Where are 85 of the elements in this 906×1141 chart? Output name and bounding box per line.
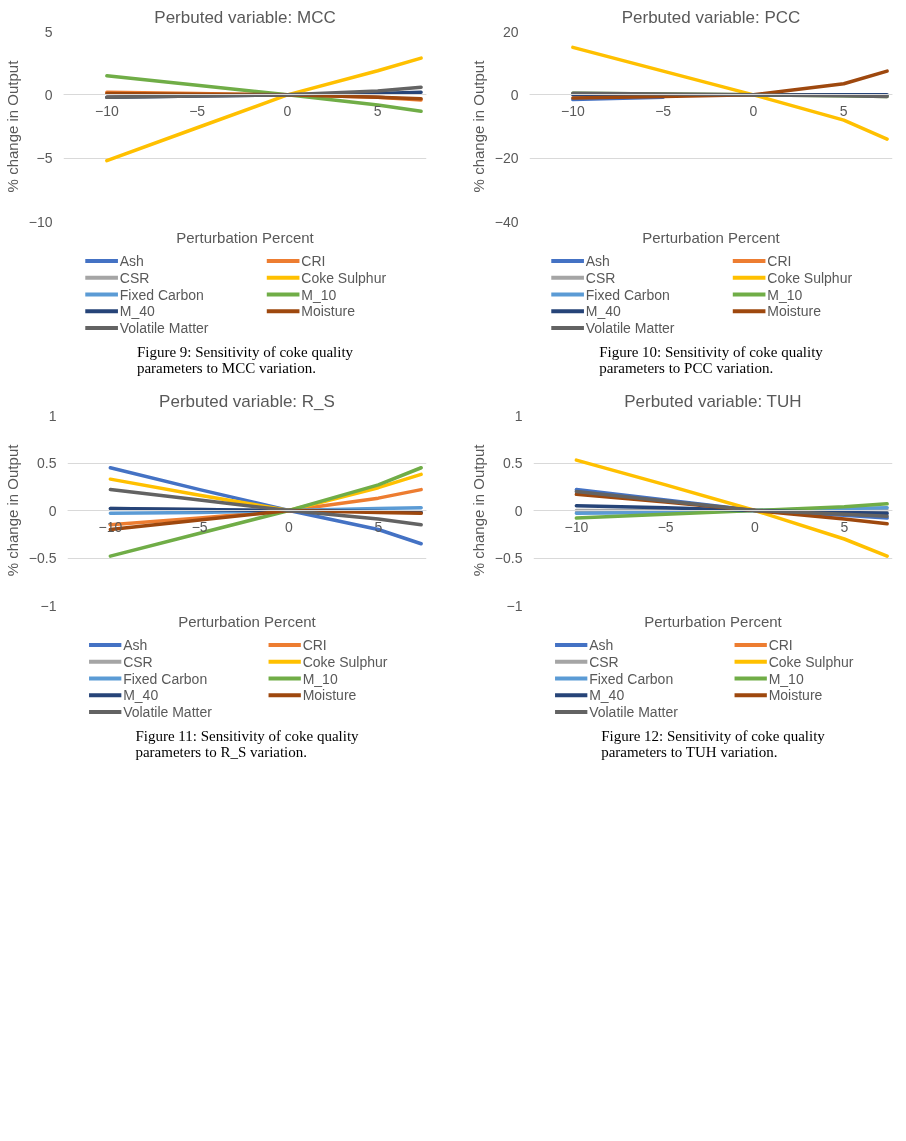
y-tick-label: 1 xyxy=(48,407,57,424)
legend-label: Fixed Carbon xyxy=(119,286,204,303)
y-tick-label: −1 xyxy=(40,597,57,614)
legend-label: CRI xyxy=(301,252,326,269)
x-tick-label: −10 xyxy=(98,518,123,535)
y-tick-label: −20 xyxy=(494,150,519,167)
caption: Figure 12: Sensitivity of coke quality parameters to TUH variation. xyxy=(601,727,826,760)
x-tick-label: −10 xyxy=(94,102,119,119)
x-tick-label: −5 xyxy=(191,518,208,535)
y-tick-label: 0 xyxy=(48,502,57,519)
x-tick-label: −5 xyxy=(189,102,206,119)
legend-label: Coke Sulphur xyxy=(767,269,853,286)
caption: Figure 11: Sensitivity of coke quality parameters to R_S variation. xyxy=(135,727,360,760)
legend-label: Moisture xyxy=(302,687,357,704)
legend-label: CRI xyxy=(302,636,327,653)
y-axis-title: % change in Output xyxy=(469,59,487,193)
legend-label: Volatile Matter xyxy=(589,704,679,721)
legend-label: CSR xyxy=(589,653,619,670)
chart-title: Perbuted variable: MCC xyxy=(154,7,336,27)
y-axis-title: % change in Output xyxy=(469,443,487,577)
legend-label: Coke Sulphur xyxy=(301,269,387,286)
y-tick-label: 0.5 xyxy=(503,455,523,471)
y-tick-label: −5 xyxy=(36,150,53,167)
x-tick-label: 0 xyxy=(749,102,758,119)
legend-label: CRI xyxy=(768,636,793,653)
legend-label: Ash xyxy=(585,252,610,269)
y-tick-label: −40 xyxy=(494,213,519,230)
x-tick-label: 5 xyxy=(839,102,848,119)
legend-label: Fixed Carbon xyxy=(589,670,674,687)
x-tick-label: 0 xyxy=(285,518,294,535)
legend-label: CSR xyxy=(585,269,616,286)
caption: Figure 9: Sensitivity of coke quality parameters to MCC variation. xyxy=(136,343,354,376)
legend-label: CSR xyxy=(123,653,153,670)
legend-label: Volatile Matter xyxy=(123,704,213,721)
x-tick-label: −5 xyxy=(655,102,672,119)
x-tick-label: 0 xyxy=(283,102,292,119)
legend-label: M_10 xyxy=(768,670,804,687)
x-tick-label: 5 xyxy=(373,102,382,119)
legend-label: Ash xyxy=(589,636,614,653)
x-tick-label: −10 xyxy=(560,102,585,119)
y-axis-title: % change in Output xyxy=(3,443,21,577)
legend-label: Moisture xyxy=(301,303,356,320)
legend-label: Volatile Matter xyxy=(585,320,675,337)
legend-label: M_10 xyxy=(301,286,337,303)
legend-label: M_40 xyxy=(585,303,621,320)
y-tick-label: 5 xyxy=(44,23,53,40)
x-tick-label: 0 xyxy=(751,518,760,535)
legend-label: Coke Sulphur xyxy=(302,653,388,670)
legend-label: Fixed Carbon xyxy=(123,670,208,687)
chart-title: Perbuted variable: R_S xyxy=(159,391,335,411)
y-tick-label: 20 xyxy=(502,23,519,40)
y-tick-label: 0 xyxy=(514,502,523,519)
y-tick-label: 0 xyxy=(44,86,53,103)
x-tick-label: −5 xyxy=(657,518,674,535)
x-axis-title: Perturbation Percent xyxy=(642,228,781,246)
legend-label: M_40 xyxy=(589,687,625,704)
legend-label: Ash xyxy=(119,252,144,269)
x-tick-label: −10 xyxy=(564,518,589,535)
y-tick-label: −10 xyxy=(28,213,53,230)
x-axis-title: Perturbation Percent xyxy=(176,228,315,246)
x-axis-title: Perturbation Percent xyxy=(178,612,317,630)
y-tick-label: −1 xyxy=(506,597,523,614)
legend-label: M_40 xyxy=(119,303,155,320)
y-axis-title: % change in Output xyxy=(3,59,21,193)
legend-label: CRI xyxy=(767,252,792,269)
legend-label: M_40 xyxy=(123,687,159,704)
x-axis-title: Perturbation Percent xyxy=(644,612,783,630)
x-tick-label: 5 xyxy=(840,518,849,535)
y-tick-label: 1 xyxy=(514,407,523,424)
legend-label: M_10 xyxy=(302,670,338,687)
legend-label: Moisture xyxy=(768,687,823,704)
chart-title: Perbuted variable: PCC xyxy=(621,7,801,27)
legend-label: CSR xyxy=(119,269,150,286)
y-tick-label: −0.5 xyxy=(28,550,57,566)
legend-label: Fixed Carbon xyxy=(585,286,670,303)
legend-label: Ash xyxy=(123,636,148,653)
caption: Figure 10: Sensitivity of coke quality parameters to PCC variation. xyxy=(599,343,824,376)
legend-label: Moisture xyxy=(767,303,822,320)
legend-label: Volatile Matter xyxy=(119,320,209,337)
legend-label: Coke Sulphur xyxy=(768,653,854,670)
legend-label: M_10 xyxy=(767,286,803,303)
chart-title: Perbuted variable: TUH xyxy=(624,391,802,411)
y-tick-label: −0.5 xyxy=(494,550,523,566)
y-tick-label: 0 xyxy=(510,86,519,103)
y-tick-label: 0.5 xyxy=(37,455,57,471)
